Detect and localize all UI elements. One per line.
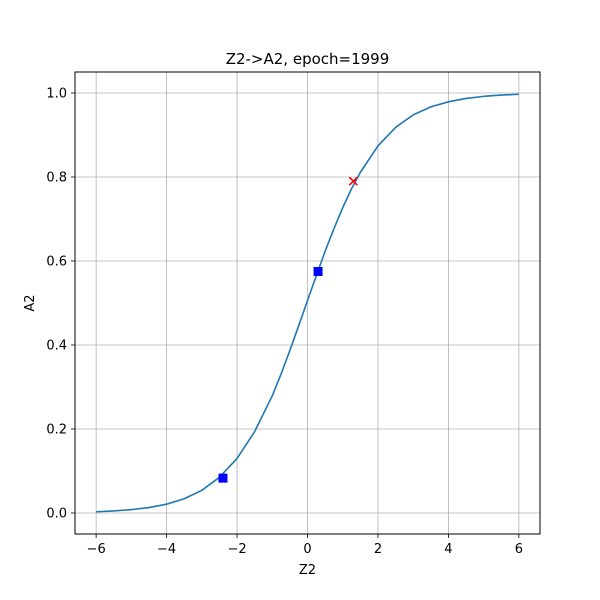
x-tick-label: −6 [87,542,106,557]
x-tick-label: 0 [303,542,311,557]
y-tick-label: 0.6 [46,255,67,270]
grid [75,72,540,534]
chart-title: Z2->A2, epoch=1999 [226,50,390,68]
ticks: −6 −4 −2 0 2 4 6 0.0 0.2 0.4 0.6 0.8 1.0 [46,87,523,558]
x-tick-label: 4 [444,542,452,557]
x-marker [348,176,358,186]
y-tick-label: 1.0 [46,87,67,102]
y-tick-label: 0.0 [46,507,67,522]
series-line [96,93,519,513]
x-axis-label: Z2 [299,563,316,578]
y-tick-label: 0.2 [46,423,67,438]
series-layer [96,93,519,513]
square-marker [218,473,228,483]
y-tick-label: 0.8 [46,171,67,186]
x-tick-label: 6 [515,542,523,557]
y-tick-label: 0.4 [46,339,67,354]
square-marker [313,267,323,276]
y-axis-label: A2 [23,294,38,311]
x-tick-label: −2 [227,542,246,557]
x-tick-label: 2 [374,542,382,557]
x-tick-label: −4 [157,542,176,557]
marker-layer [218,176,358,483]
